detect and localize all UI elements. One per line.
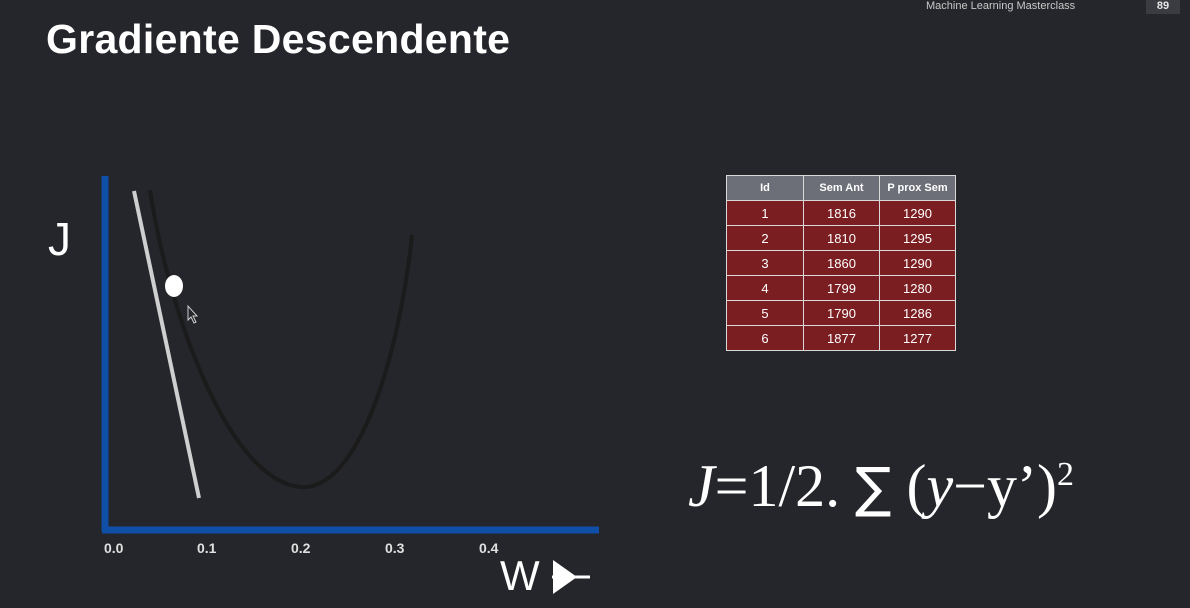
table-cell: 6 [726,325,804,351]
cost-function-formula: J=1/2. ∑ (y−y’)2 [688,452,1074,521]
x-tick-label: 0.1 [197,540,217,556]
formula-exponent: 2 [1056,456,1074,493]
column-header-p-prox-sem: P prox Sem [879,175,956,201]
table-row: 6 1877 1277 [726,325,956,351]
table-cell: 4 [726,275,804,301]
course-name: Machine Learning Masterclass [926,0,1076,12]
current-point-marker [165,275,183,297]
sigma-icon: ∑ [855,456,892,519]
x-tick-label: 0.3 [385,540,405,556]
y-axis-label: J [48,213,71,265]
x-tick-label: 0.0 [104,540,124,556]
column-header-sem-ant: Sem Ant [803,175,880,201]
table-cell: 1280 [879,275,956,301]
x-axis-label: W [500,552,540,599]
table-cell: 1286 [879,300,956,326]
formula-lhs: J [688,453,715,519]
table-cell: 1799 [803,275,880,301]
table-row: 5 1790 1286 [726,300,956,326]
formula-y: y [926,453,954,519]
formula-coefficient: =1/2. [714,453,856,519]
table-row: 3 1860 1290 [726,250,956,276]
table-cell: 3 [726,250,804,276]
column-header-id: Id [726,175,804,201]
x-tick-label: 0.4 [479,540,499,556]
table-cell: 5 [726,300,804,326]
table-cell: 1295 [879,225,956,251]
page-number: 89 [1146,0,1180,14]
slide-title: Gradiente Descendente [46,16,511,62]
table-cell: 1 [726,200,804,226]
table-cell: 1277 [879,325,956,351]
table-cell: 1810 [803,225,880,251]
table-cell: 1877 [803,325,880,351]
mouse-cursor-icon [187,304,199,324]
formula-paren-close: ) [1037,453,1057,519]
table-cell: 1860 [803,250,880,276]
table-row: 2 1810 1295 [726,225,956,251]
formula-y-prime: y’ [987,453,1037,519]
table-cell: 1290 [879,200,956,226]
tangent-line [132,190,201,499]
table-row: 4 1799 1280 [726,275,956,301]
formula-minus: − [953,453,988,519]
data-table: Id Sem Ant P prox Sem 1 1816 1290 2 1810… [726,175,956,351]
table-header-row: Id Sem Ant P prox Sem [726,175,956,201]
formula-paren-open: ( [891,453,927,519]
table-cell: 1816 [803,200,880,226]
table-cell: 2 [726,225,804,251]
table-cell: 1790 [803,300,880,326]
cost-curve [148,189,414,490]
table-cell: 1290 [879,250,956,276]
table-row: 1 1816 1290 [726,200,956,226]
x-tick-label: 0.2 [291,540,311,556]
arrow-icon [552,560,590,594]
